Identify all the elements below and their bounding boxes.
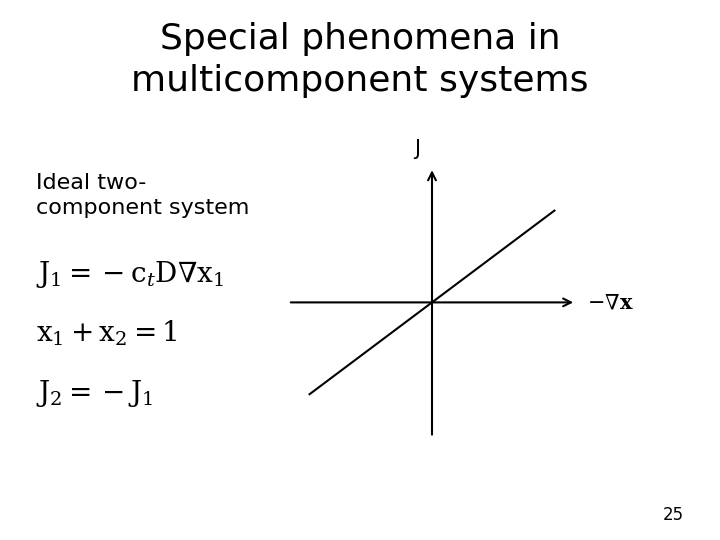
Text: $\mathrm{x}_1 + \mathrm{x}_2 = 1$: $\mathrm{x}_1 + \mathrm{x}_2 = 1$ [36,319,177,348]
Text: Ideal two-
component system: Ideal two- component system [36,173,249,218]
Text: Special phenomena in
multicomponent systems: Special phenomena in multicomponent syst… [131,22,589,98]
Text: 25: 25 [663,506,684,524]
Text: $\mathrm{J}_1 = -\mathrm{c}_t\mathrm{D}\nabla\mathrm{x}_1$: $\mathrm{J}_1 = -\mathrm{c}_t\mathrm{D}\… [36,259,224,290]
Text: J: J [415,139,420,159]
Text: $\mathrm{J}_2 = -\mathrm{J}_1$: $\mathrm{J}_2 = -\mathrm{J}_1$ [36,378,153,409]
Text: $-\nabla\mathbf{x}$: $-\nabla\mathbf{x}$ [587,292,634,313]
